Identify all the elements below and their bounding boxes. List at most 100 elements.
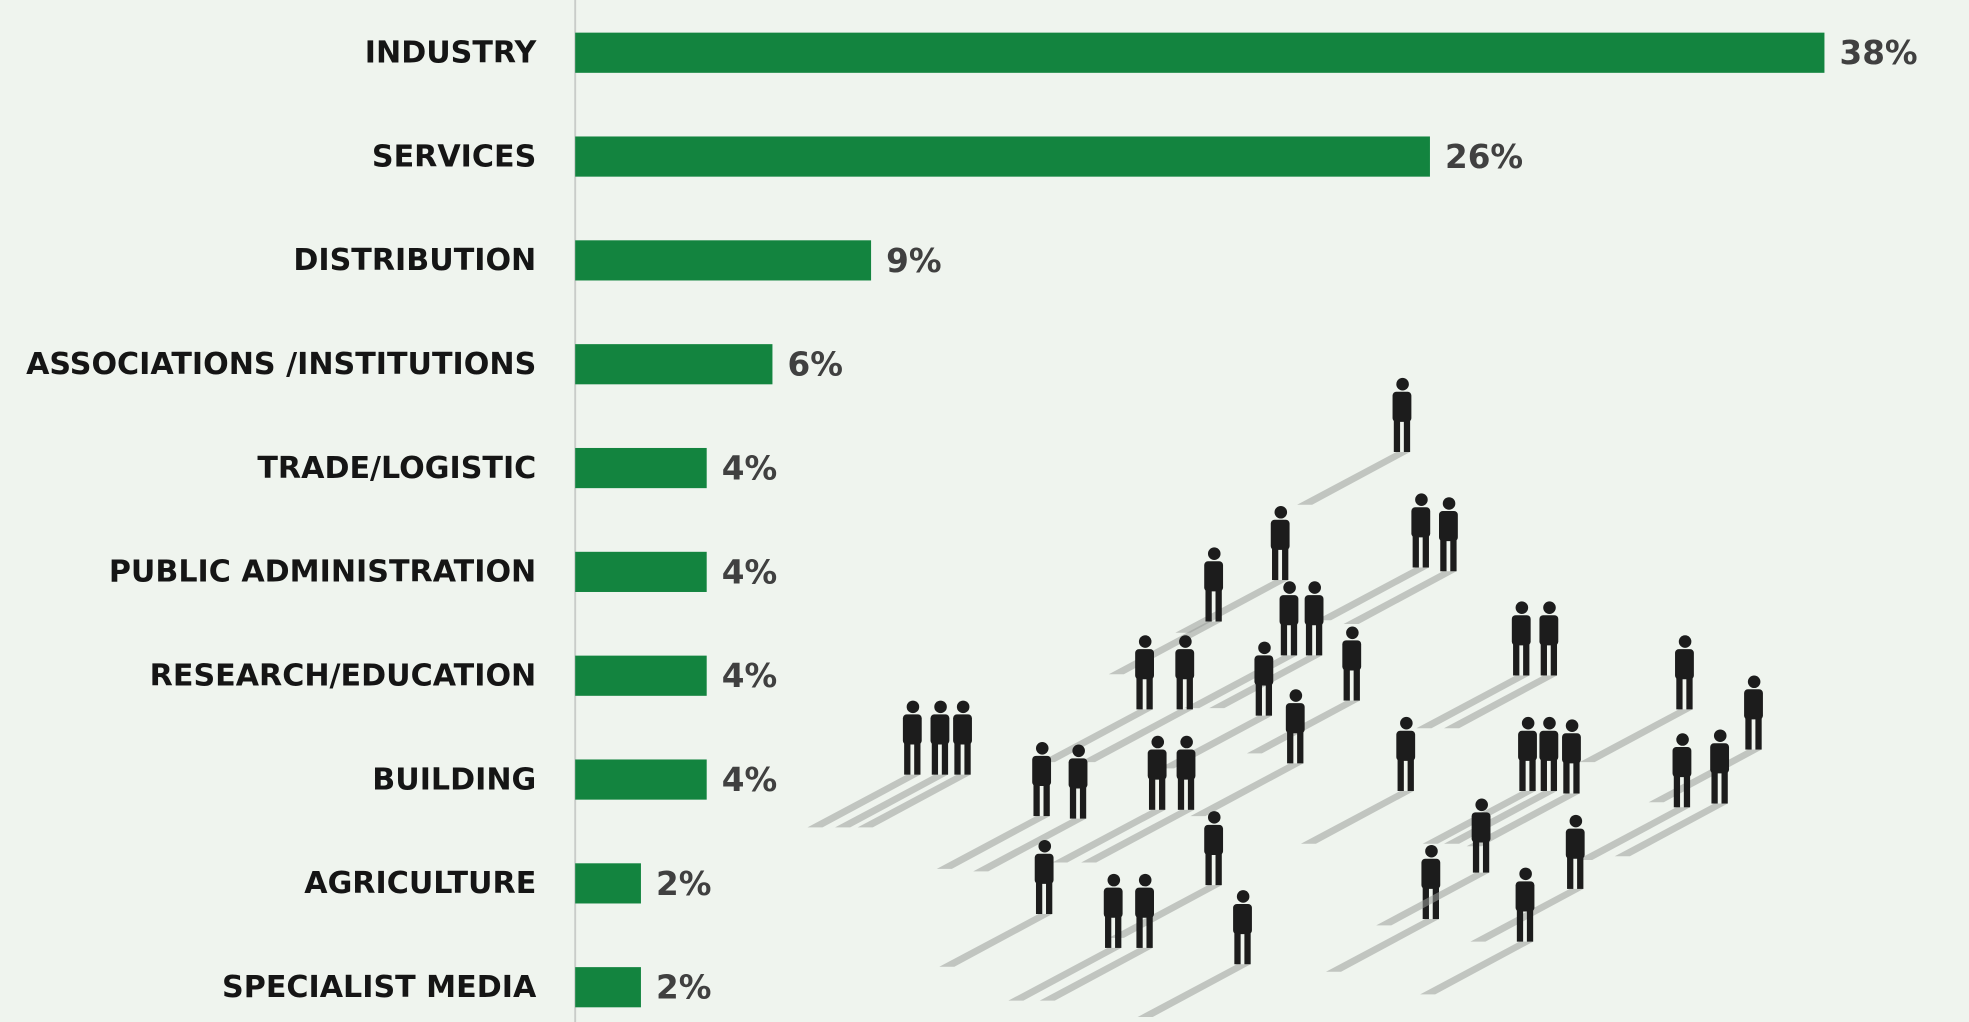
torso	[1393, 392, 1412, 422]
leg	[1423, 535, 1429, 568]
leg	[1177, 677, 1183, 710]
head	[1258, 642, 1271, 655]
leg	[1408, 758, 1414, 791]
head	[1475, 799, 1488, 812]
value-label: 4%	[722, 761, 777, 799]
leg	[1281, 623, 1287, 656]
value-label: 38%	[1840, 34, 1918, 72]
leg	[1404, 419, 1410, 452]
bar	[575, 240, 871, 280]
leg	[1674, 775, 1680, 808]
leg	[1146, 915, 1152, 948]
leg	[1216, 853, 1222, 886]
bar	[575, 33, 1824, 73]
leg	[1413, 535, 1419, 568]
category-label: TRADE/LOGISTIC	[257, 451, 536, 486]
torso	[1032, 756, 1051, 786]
head	[1400, 717, 1413, 730]
category-label: ASSOCIATIONS /INSTITUTIONS	[26, 347, 536, 382]
head	[1036, 742, 1049, 755]
leg	[1287, 731, 1293, 764]
leg	[1344, 668, 1350, 701]
leg	[1080, 786, 1086, 819]
leg	[1551, 643, 1557, 676]
head	[1748, 675, 1761, 688]
leg	[1178, 777, 1184, 810]
leg	[1136, 915, 1142, 948]
leg	[1159, 777, 1165, 810]
torso	[1411, 507, 1430, 537]
category-label: PUBLIC ADMINISTRATION	[109, 555, 536, 590]
torso	[1512, 615, 1531, 645]
category-label: BUILDING	[372, 762, 536, 797]
leg	[1149, 777, 1155, 810]
torso	[1744, 689, 1763, 719]
value-label: 4%	[722, 657, 777, 695]
leg	[1394, 419, 1400, 452]
bar	[575, 656, 707, 696]
bar	[575, 136, 1430, 176]
head	[1425, 845, 1438, 858]
bar	[575, 967, 641, 1007]
torso	[1135, 888, 1154, 918]
head	[1570, 815, 1583, 828]
bar	[575, 863, 641, 903]
head	[1290, 689, 1303, 702]
category-label: SERVICES	[372, 139, 536, 174]
head	[1415, 493, 1428, 506]
category-label: DISTRIBUTION	[293, 243, 536, 278]
head	[1676, 733, 1689, 746]
leg	[1440, 539, 1446, 572]
leg	[1541, 643, 1547, 676]
torso	[931, 714, 950, 744]
leg	[1316, 623, 1322, 656]
bar	[575, 759, 707, 799]
leg	[1483, 840, 1489, 873]
leg	[1234, 932, 1240, 965]
torso	[1254, 655, 1273, 685]
head	[1308, 581, 1321, 594]
leg	[1551, 758, 1557, 791]
head	[1072, 745, 1085, 758]
value-label: 26%	[1445, 138, 1523, 176]
torso	[1204, 561, 1223, 591]
leg	[1354, 668, 1360, 701]
leg	[1721, 771, 1727, 804]
head	[1151, 736, 1164, 749]
leg	[904, 742, 910, 775]
leg	[1745, 717, 1751, 750]
torso	[1342, 640, 1361, 670]
head	[1679, 635, 1692, 648]
value-label: 6%	[788, 346, 843, 384]
value-label: 4%	[722, 553, 777, 591]
leg	[1519, 758, 1525, 791]
torso	[1175, 649, 1194, 679]
value-label: 2%	[656, 865, 711, 903]
torso	[1305, 595, 1324, 625]
leg	[942, 742, 948, 775]
torso	[1673, 747, 1692, 777]
head	[1038, 840, 1051, 853]
torso	[1286, 703, 1305, 733]
leg	[1146, 677, 1152, 710]
torso	[1516, 881, 1535, 911]
torso	[1104, 888, 1123, 918]
head	[1208, 547, 1221, 560]
torso	[1135, 649, 1154, 679]
leg	[1115, 915, 1121, 948]
head	[1275, 506, 1288, 519]
leg	[1711, 771, 1717, 804]
torso	[1675, 649, 1694, 679]
torso	[1233, 904, 1252, 934]
leg	[1205, 589, 1211, 622]
leg	[1563, 761, 1569, 794]
leg	[1523, 643, 1529, 676]
leg	[1517, 909, 1523, 942]
leg	[1527, 909, 1533, 942]
head	[1443, 497, 1456, 510]
torso	[1421, 859, 1440, 889]
leg	[1684, 775, 1690, 808]
leg	[914, 742, 920, 775]
head	[1179, 635, 1192, 648]
leg	[1541, 758, 1547, 791]
